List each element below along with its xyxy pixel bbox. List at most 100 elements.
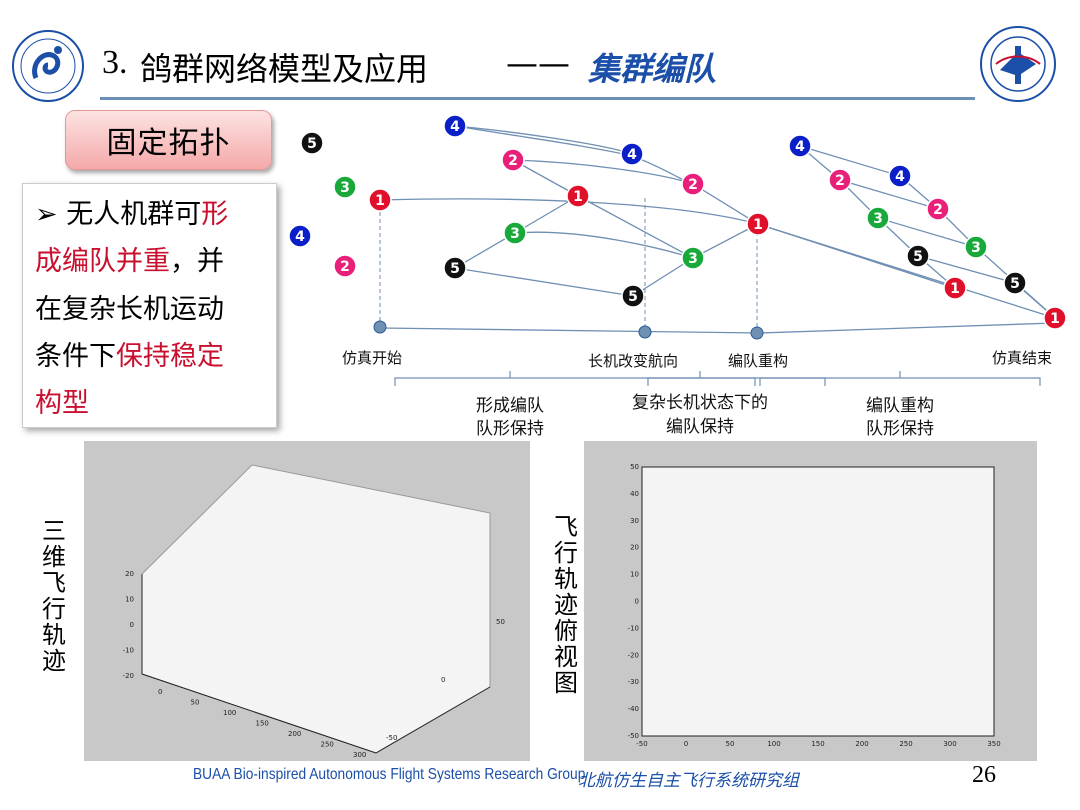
- text-run: 无人机群可: [66, 199, 202, 230]
- phase-label-2-line1: 复杂长机状态下的: [632, 393, 768, 413]
- x-tick: 0: [684, 740, 688, 748]
- svg-text:1: 1: [573, 189, 583, 205]
- svg-text:3: 3: [340, 180, 350, 196]
- drone-node-4: 4: [888, 164, 912, 188]
- x-tick: 150: [256, 720, 269, 728]
- timeline-label-start: 仿真开始: [342, 349, 402, 367]
- y-tick-labels: 50 0 -50: [386, 618, 505, 742]
- svg-text:3: 3: [971, 240, 981, 256]
- drone-node-1: 1: [566, 184, 590, 208]
- x-tick: 200: [288, 730, 301, 738]
- bullet-line-2: 成编队并重，并: [35, 237, 224, 287]
- text-run-red: 构型: [35, 388, 89, 419]
- phase-label-3-line2: 队形保持: [866, 419, 934, 439]
- svg-text:1: 1: [375, 193, 385, 209]
- footer-group-name: BUAA Bio-inspired Autonomous Flight Syst…: [193, 766, 586, 783]
- bullet-textbox: ➢ 无人机群可形 成编队并重，并 在复杂长机运动 条件下保持稳定 构型: [22, 183, 277, 428]
- svg-text:2: 2: [340, 259, 350, 275]
- timeline-points: [373, 320, 764, 340]
- drone-node-3: 3: [503, 221, 527, 245]
- drone-node-1: 1: [1043, 306, 1067, 330]
- topology-badge: 固定拓扑: [65, 110, 272, 170]
- title-accent: 集群编队: [588, 50, 717, 88]
- drone-nodes: 5 3 1 4 2 4 2 1 3 5 4 2 1 3 5 4 4 2 2 3 3 5 5 1 1: [288, 114, 1067, 330]
- z-tick: -20: [123, 672, 134, 680]
- svg-text:5: 5: [913, 249, 923, 265]
- y-tick-labels: 50 40 30 20 10 0 -10 -20 -30 -40 -50: [628, 463, 639, 740]
- top-view-label: 飞行轨迹俯视图: [554, 513, 578, 697]
- x-tick: -50: [636, 740, 647, 748]
- drone-node-1: 1: [368, 188, 392, 212]
- drone-node-2: 2: [828, 168, 852, 192]
- svg-text:5: 5: [628, 289, 638, 305]
- y-tick: -30: [628, 678, 639, 686]
- svg-text:2: 2: [688, 177, 698, 193]
- svg-text:3: 3: [688, 251, 698, 267]
- top-view-panel: 50 40 30 20 10 0 -10 -20 -30 -40 -50 -50 0 50 100 150 2…: [584, 441, 1037, 761]
- text-run: 条件下: [35, 341, 116, 372]
- y-tick: 30: [630, 517, 639, 525]
- bullet-line-1: ➢ 无人机群可形: [35, 190, 228, 240]
- university-logo-right: [980, 26, 1056, 102]
- svg-text:3: 3: [510, 226, 520, 242]
- y-tick: 0: [635, 598, 639, 606]
- z-tick: 20: [125, 570, 134, 578]
- x-tick: 200: [855, 740, 868, 748]
- phase-braces: [394, 371, 1041, 386]
- x-tick: 150: [811, 740, 824, 748]
- svg-text:5: 5: [1010, 276, 1020, 292]
- title-divider: [100, 97, 975, 100]
- x-tick: 0: [158, 688, 162, 696]
- z-tick: 0: [130, 621, 134, 629]
- svg-text:4: 4: [895, 169, 905, 185]
- bullet-line-3: 在复杂长机运动: [35, 285, 224, 335]
- drone-node-4: 4: [620, 142, 644, 166]
- drone-node-4: 4: [443, 114, 467, 138]
- drone-node-5: 5: [300, 131, 324, 155]
- y-tick: 20: [630, 544, 639, 552]
- section-number: 3.: [102, 44, 128, 81]
- title-dash: ——: [506, 44, 570, 82]
- y-tick: 40: [630, 490, 639, 498]
- page-number: 26: [972, 762, 996, 788]
- y-tick: -10: [628, 624, 639, 632]
- timeline-labels: 仿真开始 长机改变航向 编队重构 仿真结束: [342, 349, 1052, 370]
- formation-diagram: 5 3 1 4 2 4 2 1 3 5 4 2 1 3 5 4 4 2 2 3 3 5 5 1 1 仿真开始 长机改变航向 编队…: [288, 114, 1067, 439]
- y-tick: 50: [496, 618, 505, 626]
- timeline-label-reconfig: 编队重构: [728, 352, 788, 370]
- z-tick-labels: 20 10 0 -10 -20: [123, 570, 134, 680]
- timeline-label-end: 仿真结束: [992, 349, 1052, 367]
- drone-node-4: 4: [788, 134, 812, 158]
- y-tick: -20: [628, 651, 639, 659]
- x-tick: 350: [987, 740, 1000, 748]
- svg-text:2: 2: [835, 173, 845, 189]
- x-tick: 50: [726, 740, 735, 748]
- drone-node-5: 5: [906, 244, 930, 268]
- svg-text:1: 1: [950, 281, 960, 297]
- svg-text:1: 1: [1050, 311, 1060, 327]
- text-run: 在复杂长机运动: [35, 294, 224, 325]
- svg-text:4: 4: [450, 119, 460, 135]
- drone-node-2: 2: [501, 148, 525, 172]
- x-tick: 100: [767, 740, 780, 748]
- y-tick: -50: [628, 732, 639, 740]
- drone-node-5: 5: [1003, 271, 1027, 295]
- y-tick: -50: [386, 734, 397, 742]
- y-tick: -40: [628, 705, 639, 713]
- x-tick: 250: [899, 740, 912, 748]
- svg-text:3: 3: [873, 211, 883, 227]
- bullet-marker: ➢: [35, 199, 58, 230]
- phase-labels: 形成编队 队形保持 复杂长机状态下的 编队保持 编队重构 队形保持: [476, 393, 934, 439]
- dashed-markers: [379, 198, 758, 333]
- y-tick: 50: [630, 463, 639, 471]
- drone-node-3: 3: [333, 175, 357, 199]
- y-tick: 10: [630, 571, 639, 579]
- drone-node-5: 5: [443, 256, 467, 280]
- svg-text:5: 5: [307, 136, 317, 152]
- drone-node-5: 5: [621, 284, 645, 308]
- svg-text:4: 4: [795, 139, 805, 155]
- university-lab-logo-left: [12, 30, 84, 102]
- phase-label-1-line1: 形成编队: [476, 396, 544, 416]
